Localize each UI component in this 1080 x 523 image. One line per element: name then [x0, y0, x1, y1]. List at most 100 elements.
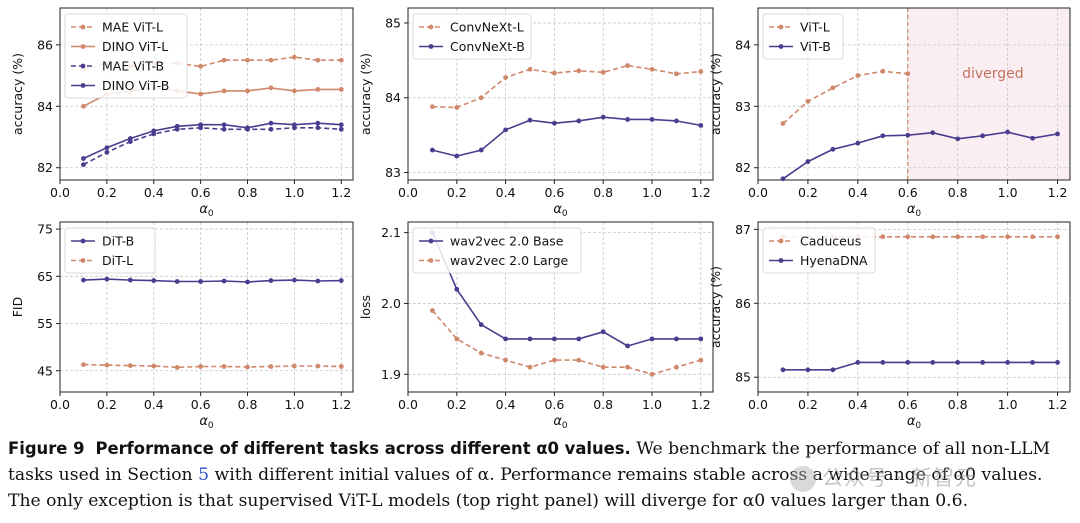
legend-marker	[778, 24, 784, 30]
data-point	[454, 286, 460, 292]
data-point	[698, 357, 704, 363]
legend-box	[64, 227, 156, 274]
data-point	[503, 336, 508, 342]
legend-marker	[80, 44, 86, 49]
x-tick-label: 1.0	[642, 397, 662, 412]
caption-section-link[interactable]: 5	[198, 465, 210, 485]
x-tick-label: 0.4	[144, 185, 164, 200]
data-point	[315, 125, 321, 131]
x-tick-label: 1.0	[284, 185, 304, 200]
data-point	[292, 277, 297, 283]
x-tick-label: 0.2	[447, 397, 467, 412]
data-point	[292, 122, 297, 128]
data-point	[104, 145, 110, 151]
data-point	[478, 322, 484, 328]
x-tick-label: 0.0	[50, 397, 70, 412]
data-point	[104, 149, 110, 155]
data-point	[980, 133, 986, 139]
data-point	[338, 126, 344, 132]
data-point	[576, 336, 582, 342]
x-tick-label: 0.4	[496, 397, 516, 412]
x-tick-label: 0.6	[544, 185, 564, 200]
x-tick-label: 0.8	[948, 397, 968, 412]
x-tick-label: 0.8	[948, 185, 968, 200]
data-point	[930, 234, 936, 240]
figure-caption: Figure 9 Performance of different tasks …	[8, 436, 1074, 514]
data-point	[478, 147, 484, 153]
legend-marker	[428, 258, 434, 263]
data-point	[338, 278, 344, 283]
data-point	[245, 125, 250, 131]
series-line-convnext-l	[432, 64, 701, 109]
legend-marker	[80, 238, 86, 244]
x-tick-label: 0.4	[496, 185, 516, 200]
data-point	[338, 86, 344, 92]
x-axis-label: α0	[907, 202, 922, 219]
data-point	[980, 360, 986, 365]
data-point	[1030, 234, 1035, 240]
legend-label: DiT-B	[102, 234, 134, 249]
data-point	[81, 362, 86, 368]
legend-label: wav2vec 2.0 Large	[450, 253, 568, 268]
y-tick-label: 75	[37, 222, 53, 237]
data-point	[955, 360, 961, 365]
data-point	[127, 136, 133, 141]
data-point	[805, 159, 811, 164]
legend-label: DINO ViT-L	[102, 39, 168, 54]
data-point	[600, 69, 606, 75]
data-point	[268, 57, 274, 63]
data-point	[315, 86, 321, 92]
data-point	[600, 364, 606, 370]
data-point	[221, 57, 227, 63]
x-tick-label: 0.2	[798, 185, 818, 200]
y-axis-label: accuracy (%)	[708, 266, 723, 348]
data-point	[880, 360, 886, 365]
series-line-dit-b	[83, 278, 342, 283]
legend-label: DINO ViT-B	[102, 78, 169, 93]
data-point	[930, 360, 936, 365]
data-point	[698, 336, 704, 342]
data-point	[1055, 360, 1060, 365]
watermark: 公众号 · 新智元	[790, 462, 977, 492]
data-point	[576, 68, 582, 74]
data-point	[1030, 360, 1035, 365]
y-tick-label: 55	[37, 316, 53, 331]
data-point	[576, 118, 582, 124]
x-axis-label-subscript: 0	[208, 421, 214, 430]
y-tick-label: 45	[37, 363, 53, 378]
chart-panel-2: 0.0 0.2 0.4 0.6 0.8 1.0 1.2 83 84 85 α0 accuracy (%…	[358, 7, 714, 219]
legend-label: Caduceus	[800, 234, 861, 249]
data-point	[503, 127, 508, 133]
data-point	[338, 122, 344, 128]
data-point	[454, 336, 460, 342]
legend-marker	[778, 44, 784, 49]
data-point	[1055, 234, 1060, 240]
data-point	[292, 54, 297, 60]
data-point	[292, 88, 297, 94]
axes-frame	[757, 221, 1071, 393]
legend-label: ConvNeXt-B	[450, 39, 525, 54]
data-point	[174, 365, 180, 370]
data-point	[855, 360, 861, 365]
data-point	[698, 123, 704, 128]
data-point	[600, 114, 606, 120]
data-point	[880, 68, 886, 74]
y-tick-label: 2.1	[381, 225, 401, 240]
x-tick-label: 0.6	[191, 397, 211, 412]
data-point	[338, 364, 344, 369]
data-point	[780, 176, 786, 182]
data-point	[649, 66, 655, 72]
axes-frame	[407, 7, 714, 181]
data-point	[830, 146, 836, 152]
series-line-mae-vit-b	[83, 126, 342, 166]
legend-marker	[80, 83, 86, 88]
data-point	[268, 278, 274, 283]
x-tick-label: 0.0	[398, 397, 418, 412]
data-point	[552, 70, 557, 76]
data-point	[292, 363, 297, 369]
legend-box	[412, 227, 582, 274]
x-tick-label: 0.0	[748, 185, 768, 200]
x-tick-label: 1.0	[284, 397, 304, 412]
legend-marker	[80, 24, 86, 30]
data-point	[315, 57, 321, 63]
